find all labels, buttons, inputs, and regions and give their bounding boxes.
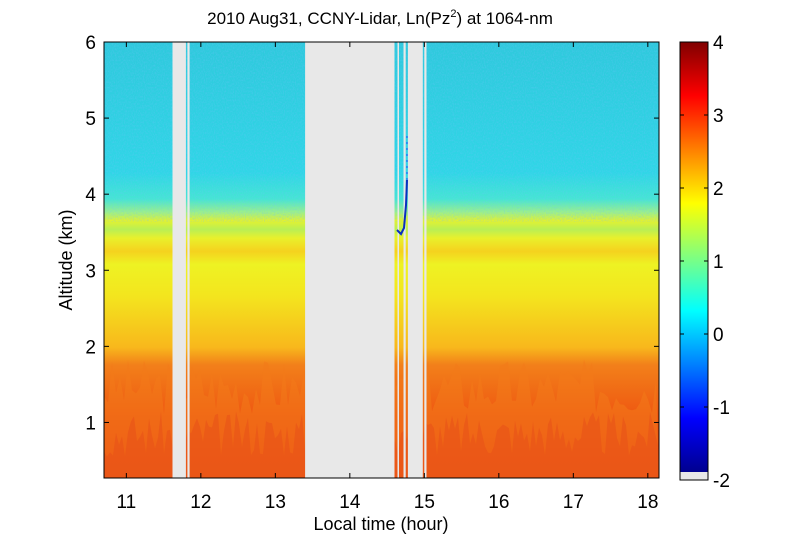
colorbar-nodata-swatch [680,472,708,480]
colorbar-tick-label: 2 [713,179,724,200]
data-gap [305,42,395,478]
data-gap [172,42,186,478]
spike-line [396,179,408,236]
x-axis: 11 12 13 14 15 16 17 18 [116,42,658,513]
y-tick-label: 5 [85,109,96,130]
x-tick-label: 12 [190,492,211,513]
x-tick-label: 14 [339,492,361,513]
y-tick-label: 2 [85,337,96,358]
colorbar-tick-label: 1 [713,252,724,273]
data-gap [424,42,427,478]
data-gaps [172,42,427,478]
colorbar-gradient [680,42,708,472]
plot-frame [103,41,660,479]
x-tick-label: 16 [488,492,509,513]
signal-spikes [396,132,408,236]
y-tick-label: 3 [85,261,96,282]
plot-area [104,42,659,478]
data-gap [407,42,423,478]
colorbar-tick-label: -2 [713,471,730,492]
colorbar-tick-label: 3 [713,106,724,127]
y-axis: 1 2 3 4 5 6 [85,33,659,434]
x-tick-label: 11 [116,492,136,513]
y-tick-label: 1 [85,413,96,434]
chart-title: 2010 Aug31, CCNY-Lidar, Ln(Pz2) at 1064-… [207,8,553,28]
y-tick-label: 6 [85,33,96,54]
colorbar-tick-label: 0 [713,325,724,346]
y-tick-label: 4 [85,185,96,206]
colorbar: -2 -1 0 1 2 3 4 [679,33,730,492]
x-tick-label: 15 [414,492,435,513]
y-axis-label: Altitude (km) [56,209,76,310]
x-tick-label: 18 [637,492,658,513]
x-axis-label: Local time (hour) [313,514,448,534]
data-gap [403,42,406,478]
data-gap [397,42,399,478]
data-gap [187,42,190,478]
colorbar-tick-label: -1 [713,398,730,419]
x-tick-label: 17 [563,492,584,513]
colorbar-tick-label: 4 [713,33,724,54]
x-tick-label: 13 [265,492,286,513]
colorbar-ticks: -2 -1 0 1 2 3 4 [680,33,730,492]
